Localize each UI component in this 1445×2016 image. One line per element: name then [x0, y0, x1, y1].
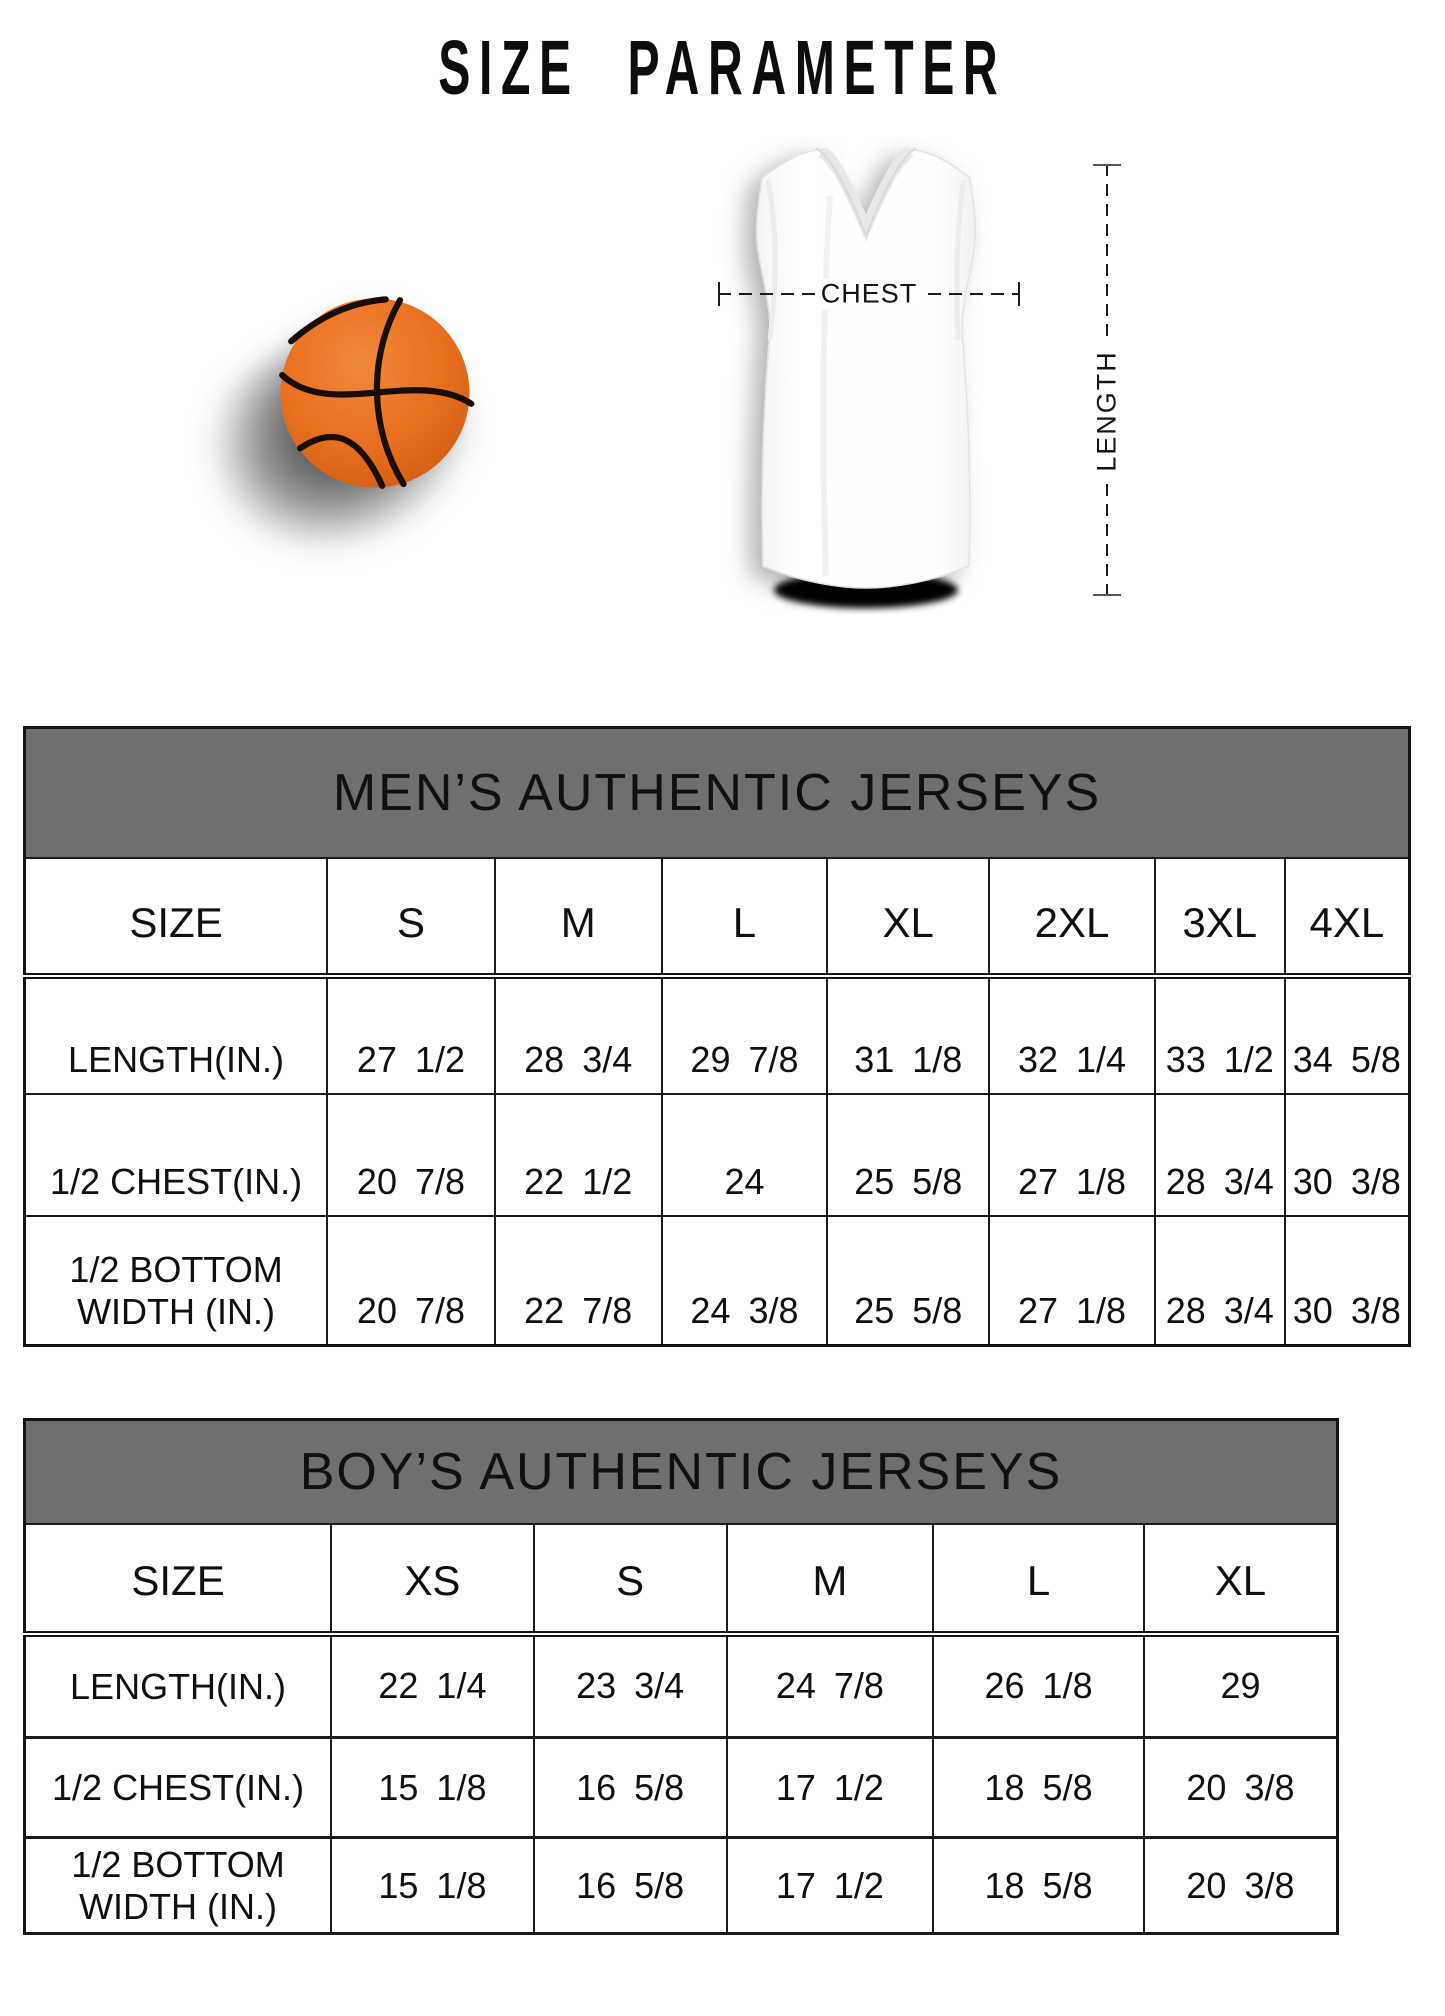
- table-cell: 27 1/2: [326, 974, 496, 1095]
- boys-table-title: BOY’S AUTHENTIC JERSEYS: [23, 1418, 1339, 1525]
- page-title: SIZE PARAMETER: [438, 23, 1007, 111]
- table-cell: 31 1/8: [826, 974, 991, 1095]
- table-cell: 22 1/4: [330, 1632, 535, 1739]
- mens-col-header: S: [326, 856, 496, 979]
- boys-row-label: 1/2 CHEST(IN.): [23, 1736, 333, 1839]
- table-cell: 34 5/8: [1283, 974, 1411, 1095]
- length-bottom-tick: [1093, 594, 1121, 596]
- boys-col-header: XS: [330, 1522, 535, 1637]
- table-cell: 16 5/8: [532, 1836, 728, 1935]
- boys-row-label: LENGTH(IN.): [23, 1632, 333, 1739]
- table-cell: 27 1/8: [988, 1092, 1156, 1217]
- chest-label: CHEST: [816, 278, 922, 310]
- table-cell: 16 5/8: [532, 1736, 728, 1839]
- table-cell: 23 3/4: [532, 1632, 728, 1739]
- table-cell: 26 1/8: [932, 1632, 1145, 1739]
- mens-row-label: 1/2 BOTTOM WIDTH (IN.): [23, 1214, 329, 1347]
- table-cell: 30 3/8: [1283, 1214, 1411, 1347]
- chest-right-tick: [1018, 282, 1020, 306]
- table-cell: 32 1/4: [988, 974, 1156, 1095]
- length-top-tick: [1093, 164, 1121, 166]
- table-cell: 20 3/8: [1142, 1836, 1339, 1935]
- mens-row-label: LENGTH(IN.): [23, 974, 329, 1095]
- basketball-icon: [279, 296, 475, 489]
- mens-col-header: L: [660, 856, 829, 979]
- mens-size-table: MEN’S AUTHENTIC JERSEYS SIZE S M L XL 2X…: [23, 726, 1411, 1347]
- table-cell: 24: [660, 1092, 829, 1217]
- mens-row-label: 1/2 CHEST(IN.): [23, 1092, 329, 1217]
- table-cell: 18 5/8: [932, 1736, 1145, 1839]
- mens-col-header: 4XL: [1283, 856, 1411, 979]
- table-cell: 17 1/2: [725, 1836, 935, 1935]
- boys-size-table: BOY’S AUTHENTIC JERSEYS SIZE XS S M L XL…: [23, 1418, 1339, 1935]
- chest-left-tick: [718, 282, 720, 306]
- mens-col-header: 3XL: [1153, 856, 1286, 979]
- mens-col-header: SIZE: [23, 856, 329, 979]
- table-cell: 28 3/4: [1153, 1092, 1286, 1217]
- boys-col-header: L: [932, 1522, 1145, 1637]
- table-cell: 28 3/4: [493, 974, 663, 1095]
- mens-table-title: MEN’S AUTHENTIC JERSEYS: [23, 726, 1411, 859]
- table-cell: 15 1/8: [330, 1736, 535, 1839]
- boys-col-header: XL: [1142, 1522, 1339, 1637]
- table-cell: 18 5/8: [932, 1836, 1145, 1935]
- chest-measure-line: CHEST: [718, 278, 1020, 310]
- table-cell: 17 1/2: [725, 1736, 935, 1839]
- table-cell: 28 3/4: [1153, 1214, 1286, 1347]
- table-cell: 29 7/8: [660, 974, 829, 1095]
- table-cell: 29: [1142, 1632, 1339, 1739]
- boys-col-header: S: [532, 1522, 728, 1637]
- boys-col-header: M: [725, 1522, 935, 1637]
- size-diagram: CHEST LENGTH: [0, 120, 1445, 680]
- jersey-illustration: [755, 147, 977, 608]
- mens-col-header: XL: [826, 856, 991, 979]
- table-cell: 20 7/8: [326, 1214, 496, 1347]
- page-title-wrap: SIZE PARAMETER: [0, 22, 1445, 110]
- mens-col-header: M: [493, 856, 663, 979]
- table-cell: 25 5/8: [826, 1092, 991, 1217]
- length-label: LENGTH: [1087, 344, 1127, 478]
- table-cell: 25 5/8: [826, 1214, 991, 1347]
- table-cell: 33 1/2: [1153, 974, 1286, 1095]
- table-cell: 24 3/8: [660, 1214, 829, 1347]
- boys-col-header: SIZE: [23, 1522, 333, 1637]
- table-cell: 22 7/8: [493, 1214, 663, 1347]
- table-cell: 20 3/8: [1142, 1736, 1339, 1839]
- length-measure-line: LENGTH: [1087, 164, 1127, 596]
- boys-row-label: 1/2 BOTTOM WIDTH (IN.): [23, 1836, 333, 1935]
- mens-col-header: 2XL: [988, 856, 1156, 979]
- table-cell: 22 1/2: [493, 1092, 663, 1217]
- table-cell: 27 1/8: [988, 1214, 1156, 1347]
- table-cell: 20 7/8: [326, 1092, 496, 1217]
- table-cell: 24 7/8: [725, 1632, 935, 1739]
- table-cell: 15 1/8: [330, 1836, 535, 1935]
- table-cell: 30 3/8: [1283, 1092, 1411, 1217]
